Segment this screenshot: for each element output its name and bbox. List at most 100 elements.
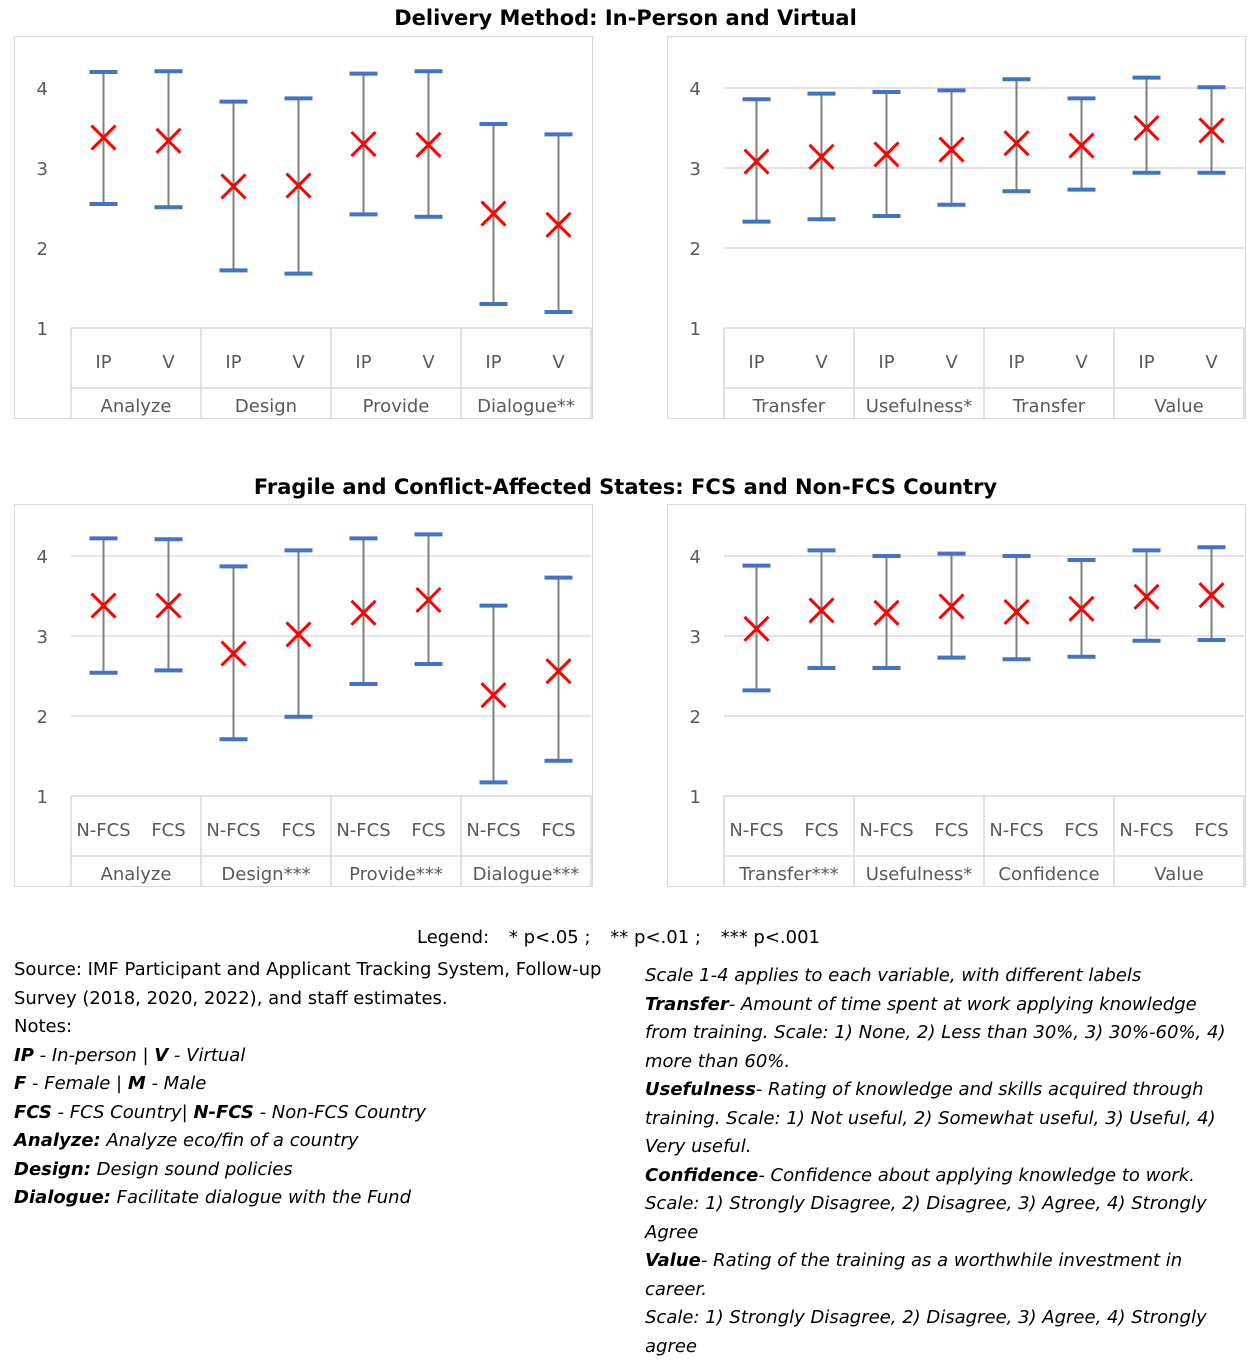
notes-label: Notes: (14, 1016, 73, 1037)
mean-marker-stroke-b (480, 682, 507, 709)
mean-marker-stroke-b (873, 141, 900, 168)
note-ip-v: IP - In-person | V - Virtual (14, 1044, 246, 1066)
x-group-label: Design*** (221, 864, 310, 885)
x-category-label: N-FCS (76, 820, 130, 841)
section-title-delivery: Delivery Method: In-Person and Virtual (394, 6, 857, 30)
x-category-label: IP (748, 352, 764, 373)
mean-marker-stroke-b (938, 593, 965, 620)
mean-marker-stroke-b (90, 124, 117, 151)
x-category-label: N-FCS (1119, 820, 1173, 841)
x-category-label: V (1205, 352, 1218, 373)
chart-frame (667, 36, 1246, 419)
mean-marker-stroke-b (415, 131, 442, 158)
x-category-label: FCS (281, 820, 315, 841)
mean-marker-stroke-b (1003, 130, 1030, 157)
mean-marker-stroke-b (90, 592, 117, 619)
mean-marker-stroke-b (873, 599, 900, 626)
x-category-label: N-FCS (466, 820, 520, 841)
mean-marker-stroke-b (545, 211, 572, 238)
chart-frame (14, 36, 593, 419)
y-tick-label: 3 (37, 159, 48, 180)
x-category-label: IP (225, 352, 241, 373)
x-group-label: Analyze (101, 396, 172, 417)
legend-item: ** p<.01 ; (610, 927, 701, 948)
chart-frame (14, 504, 593, 887)
x-category-label: V (552, 352, 565, 373)
y-tick-label: 2 (690, 707, 701, 728)
source-text: Source: IMF Participant and Applicant Tr… (14, 959, 602, 1009)
y-tick-label: 4 (690, 547, 701, 568)
mean-marker-stroke-b (1133, 583, 1160, 610)
x-category-label: IP (1008, 352, 1024, 373)
y-tick-label: 2 (37, 707, 48, 728)
y-tick-label: 1 (690, 787, 701, 808)
x-group-label: Dialogue** (477, 396, 575, 417)
x-category-label: V (292, 352, 305, 373)
note-value-scale: Scale: 1) Strongly Disagree, 2) Disagree… (645, 1307, 1207, 1357)
scale-notes: Scale 1-4 applies to each variable, with… (645, 962, 1240, 1361)
note-usefulness: Usefulness- Rating of knowledge and skil… (645, 1079, 1216, 1157)
y-tick-label: 4 (37, 79, 48, 100)
source-notes: Source: IMF Participant and Applicant Tr… (14, 956, 624, 1213)
x-group-label: Dialogue*** (473, 864, 580, 885)
x-category-label: IP (355, 352, 371, 373)
chart-fcs-transfer-value: 1 2 3 4 N-FCS FCS N-FCS FCS N-FCS FCS N-FCS FCS Tran… (667, 504, 1246, 887)
mean-marker-stroke-b (743, 615, 770, 642)
mean-marker-stroke-b (220, 640, 247, 667)
x-category-label: IP (878, 352, 894, 373)
mean-marker-stroke-b (545, 658, 572, 685)
significance-legend: Legend: * p<.05 ; ** p<.01 ; *** p<.001 (0, 927, 1251, 948)
x-group-label: Confidence (998, 864, 1099, 885)
y-tick-label: 1 (37, 319, 48, 340)
mean-marker-stroke-b (220, 173, 247, 200)
x-category-label: V (422, 352, 435, 373)
x-category-label: N-FCS (859, 820, 913, 841)
note-fcs: FCS - FCS Country| N-FCS - Non-FCS Count… (14, 1101, 427, 1123)
mean-marker-stroke-b (155, 127, 182, 154)
mean-marker-stroke-b (285, 172, 312, 199)
legend-item: *** p<.001 (720, 927, 820, 948)
x-category-label: FCS (804, 820, 838, 841)
x-category-label: N-FCS (336, 820, 390, 841)
x-category-label: IP (485, 352, 501, 373)
x-group-label: Analyze (101, 864, 172, 885)
scale-intro: Scale 1-4 applies to each variable, with… (645, 965, 1142, 986)
y-tick-label: 3 (690, 627, 701, 648)
note-dialogue: Dialogue: Facilitate dialogue with the F… (14, 1187, 411, 1208)
mean-marker-stroke-b (743, 148, 770, 175)
note-value: Value- Rating of the training as a worth… (645, 1250, 1183, 1300)
chart-fcs-analyze-dialogue: 1 2 3 4 N-FCS FCS N-FCS FCS N-FCS FCS N-FCS FCS Anal… (14, 504, 593, 887)
mean-marker-stroke-b (1003, 598, 1030, 626)
x-group-label: Provide (363, 396, 430, 417)
y-tick-label: 1 (37, 787, 48, 808)
chart-frame (667, 504, 1246, 887)
x-group-label: Usefulness* (866, 864, 973, 885)
y-tick-label: 4 (37, 547, 48, 568)
x-category-label: N-FCS (729, 820, 783, 841)
x-group-label: Transfer (752, 396, 826, 417)
x-category-label: FCS (934, 820, 968, 841)
y-tick-label: 4 (690, 79, 701, 100)
x-group-label: Design (235, 396, 297, 417)
x-group-label: Value (1154, 864, 1203, 885)
x-category-label: IP (1138, 352, 1154, 373)
x-category-label: N-FCS (989, 820, 1043, 841)
chart-delivery-transfer-value: 1 2 3 4 IP V IP V IP V IP V Transfer Usefulness* Trans… (667, 36, 1246, 419)
mean-marker-stroke-b (1068, 595, 1095, 622)
legend-item: * p<.05 ; (508, 927, 591, 948)
x-category-label: FCS (411, 820, 445, 841)
chart-delivery-analyze-dialogue: 1 2 3 4 IP V IP V IP V IP V Analyze Design Provide Dial… (14, 36, 593, 419)
mean-marker-stroke-b (415, 586, 442, 614)
mean-marker-stroke-b (155, 592, 182, 619)
legend-prefix: Legend: (416, 927, 490, 948)
mean-marker-stroke-b (350, 599, 377, 626)
note-transfer: Transfer- Amount of time spent at work a… (645, 993, 1226, 1072)
x-category-label: FCS (541, 820, 575, 841)
mean-marker-stroke-b (285, 621, 312, 648)
y-tick-label: 2 (37, 239, 48, 260)
mean-marker-stroke-b (1198, 582, 1225, 609)
y-tick-label: 3 (690, 159, 701, 180)
mean-marker-stroke-b (938, 136, 965, 163)
mean-marker-stroke-b (1133, 114, 1160, 142)
mean-marker-stroke-b (808, 597, 835, 624)
